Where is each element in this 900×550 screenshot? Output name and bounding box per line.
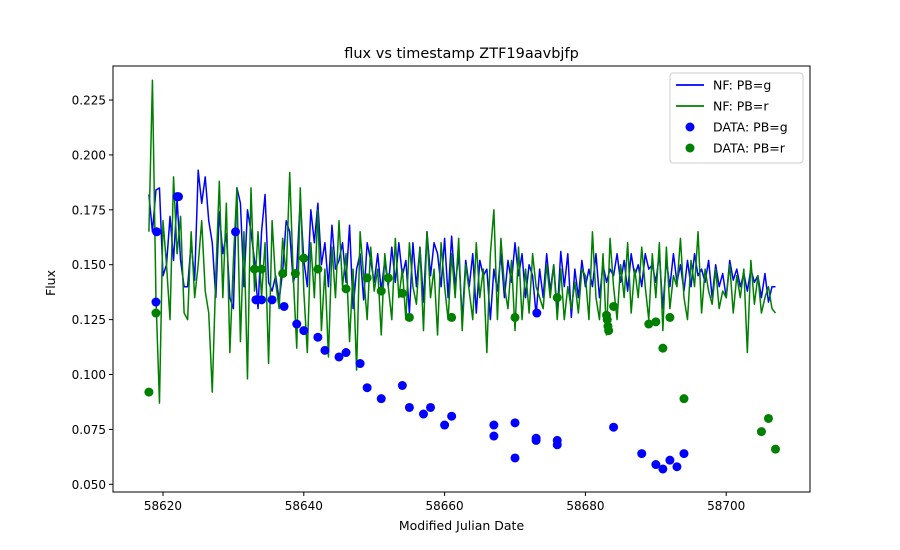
data-point-data-pb-r: [376, 286, 386, 296]
data-point-data-pb-r: [397, 288, 407, 298]
series-lines: [148, 79, 777, 404]
data-point-data-pb-g: [440, 420, 450, 430]
data-point-data-pb-g: [362, 383, 372, 393]
data-point-data-pb-g: [531, 435, 541, 445]
legend-label: NF: PB=g: [713, 78, 771, 93]
data-point-data-pb-g: [426, 402, 436, 412]
data-point-data-pb-r: [609, 301, 619, 311]
data-point-data-pb-g: [355, 359, 365, 369]
data-point-data-pb-r: [299, 253, 309, 263]
data-point-data-pb-g: [334, 352, 344, 362]
data-point-data-pb-g: [376, 394, 386, 404]
chart-title: flux vs timestamp ZTF19aavbjfp: [344, 46, 579, 62]
data-point-data-pb-r: [447, 312, 457, 322]
y-tick-label: 0.225: [72, 94, 106, 108]
data-point-data-pb-r: [313, 264, 323, 274]
data-point-data-pb-r: [383, 273, 393, 283]
x-tick-label: 58660: [426, 499, 464, 513]
data-point-data-pb-r: [756, 427, 766, 437]
y-axis-label: Flux: [43, 270, 58, 296]
data-point-data-pb-r: [763, 413, 773, 423]
data-point-data-pb-r: [404, 312, 414, 322]
data-point-data-pb-r: [341, 284, 351, 294]
y-tick-label: 0.050: [72, 478, 106, 492]
data-point-data-pb-g: [552, 440, 562, 450]
data-point-data-pb-g: [489, 420, 499, 430]
data-point-data-pb-g: [341, 348, 351, 358]
y-tick-label: 0.125: [72, 313, 106, 327]
y-tick-label: 0.175: [72, 203, 106, 217]
data-point-data-pb-r: [250, 264, 260, 274]
data-point-data-pb-r: [771, 444, 780, 454]
legend-marker-swatch: [685, 122, 695, 132]
x-axis: 58620 58640 58660 58680 58700: [144, 492, 745, 513]
data-point-data-pb-g: [532, 308, 542, 318]
data-point-data-pb-g: [267, 295, 277, 305]
x-axis-label: Modified Julian Date: [399, 518, 525, 533]
data-point-data-pb-g: [510, 418, 520, 428]
data-point-data-pb-g: [151, 297, 161, 307]
data-point-data-pb-r: [144, 387, 154, 397]
data-point-data-pb-r: [278, 269, 288, 279]
data-point-data-pb-r: [151, 308, 161, 318]
y-axis: 0.050 0.075 0.100 0.125 0.150 0.175 0.200 0.225: [72, 94, 113, 492]
legend-marker-swatch: [685, 143, 695, 153]
data-point-data-pb-g: [665, 455, 675, 465]
legend-label: DATA: PB=r: [713, 141, 786, 156]
data-point-data-pb-g: [299, 326, 309, 336]
y-tick-label: 0.150: [72, 258, 106, 272]
data-point-data-pb-r: [362, 273, 372, 283]
data-point-data-pb-g: [231, 227, 240, 237]
legend: NF: PB=g NF: PB=r DATA: PB=g DATA: PB=r: [669, 72, 804, 164]
data-point-data-pb-g: [447, 411, 457, 421]
data-point-data-pb-r: [510, 312, 520, 322]
plot-frame: [112, 65, 811, 493]
data-point-data-pb-g: [173, 192, 183, 202]
legend-label: DATA: PB=g: [713, 120, 788, 135]
series-line-nf-pb-r: [148, 79, 777, 404]
data-point-data-pb-g: [279, 301, 289, 311]
data-point-data-pb-g: [679, 449, 689, 459]
data-point-data-pb-r: [604, 326, 614, 336]
data-point-data-pb-g: [651, 460, 661, 470]
series-points: [144, 192, 780, 474]
data-point-data-pb-g: [292, 319, 302, 329]
y-tick-label: 0.100: [72, 368, 106, 382]
data-point-data-pb-g: [257, 295, 267, 305]
legend-label: NF: PB=r: [713, 99, 769, 114]
data-point-data-pb-g: [489, 431, 499, 441]
data-point-data-pb-r: [665, 312, 675, 322]
data-point-data-pb-g: [658, 464, 668, 474]
x-tick-label: 58620: [144, 499, 182, 513]
data-point-data-pb-g: [637, 449, 647, 459]
data-point-data-pb-r: [552, 293, 562, 303]
legend-box: [669, 72, 804, 164]
data-point-data-pb-r: [658, 343, 668, 353]
data-point-data-pb-r: [290, 269, 300, 279]
data-point-data-pb-g: [510, 453, 520, 463]
data-point-data-pb-r: [257, 264, 267, 274]
data-point-data-pb-g: [313, 332, 323, 342]
plot-area: [112, 65, 811, 493]
x-tick-label: 58680: [566, 499, 604, 513]
data-point-data-pb-r: [644, 319, 654, 329]
x-tick-label: 58700: [707, 499, 745, 513]
data-point-data-pb-r: [679, 394, 689, 404]
data-point-data-pb-r: [602, 315, 612, 325]
x-tick-label: 58640: [285, 499, 323, 513]
data-point-data-pb-g: [672, 462, 682, 472]
data-point-data-pb-g: [609, 422, 619, 432]
y-tick-label: 0.075: [72, 423, 106, 437]
data-point-data-pb-g: [397, 381, 407, 390]
data-point-data-pb-g: [320, 345, 330, 355]
data-point-data-pb-g: [418, 409, 428, 419]
data-point-data-pb-g: [404, 402, 414, 412]
data-point-data-pb-r: [651, 317, 661, 327]
data-point-data-pb-g: [152, 227, 162, 237]
y-tick-label: 0.200: [72, 148, 106, 162]
